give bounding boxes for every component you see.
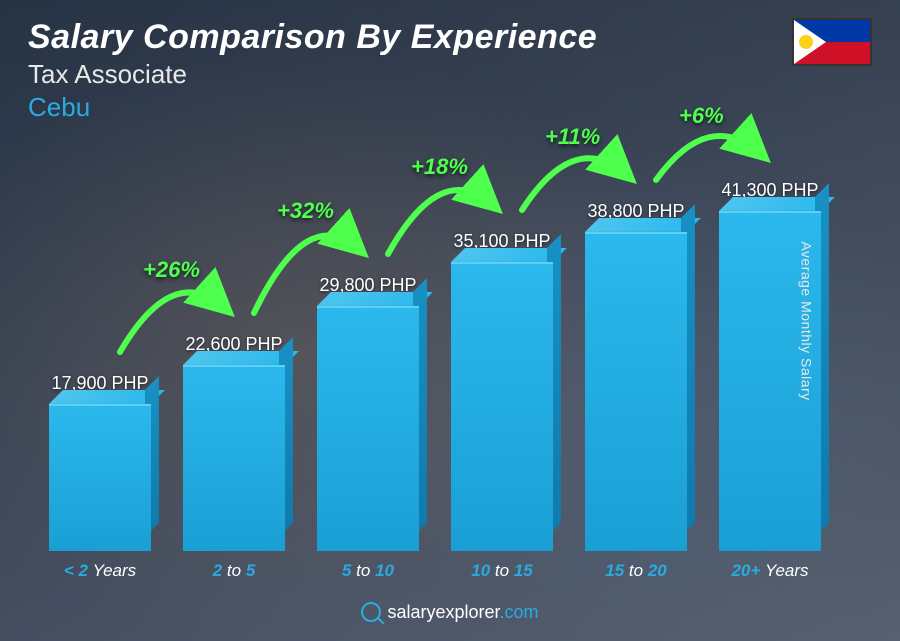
bar-chart: 17,900 PHP22,600 PHP29,800 PHP35,100 PHP… xyxy=(40,141,830,581)
x-axis-label: 20+ Years xyxy=(710,561,830,581)
bar xyxy=(174,365,294,551)
bar-group: 22,600 PHP xyxy=(174,334,294,551)
brand-tld: .com xyxy=(500,602,539,622)
brand-logo: salaryexplorer.com xyxy=(361,602,538,623)
page-title: Salary Comparison By Experience xyxy=(28,18,597,57)
bar xyxy=(40,404,160,551)
bar-group: 29,800 PHP xyxy=(308,275,428,551)
bar xyxy=(576,232,696,551)
job-title: Tax Associate xyxy=(28,59,597,90)
footer: salaryexplorer.com xyxy=(0,602,900,628)
brand-name: salaryexplorer xyxy=(387,602,499,622)
bar-group: 17,900 PHP xyxy=(40,373,160,551)
bar-group: 35,100 PHP xyxy=(442,231,562,551)
bar xyxy=(442,262,562,551)
x-axis-label: 15 to 20 xyxy=(576,561,696,581)
header: Salary Comparison By Experience Tax Asso… xyxy=(28,18,597,123)
magnifier-icon xyxy=(361,602,381,622)
x-axis-label: < 2 Years xyxy=(40,561,160,581)
philippines-flag-icon xyxy=(792,18,872,66)
bar-group: 38,800 PHP xyxy=(576,201,696,551)
y-axis-label: Average Monthly Salary xyxy=(798,241,814,400)
x-axis-label: 10 to 15 xyxy=(442,561,562,581)
bar xyxy=(308,306,428,551)
x-axis-label: 5 to 10 xyxy=(308,561,428,581)
location-label: Cebu xyxy=(28,92,597,123)
x-axis-label: 2 to 5 xyxy=(174,561,294,581)
